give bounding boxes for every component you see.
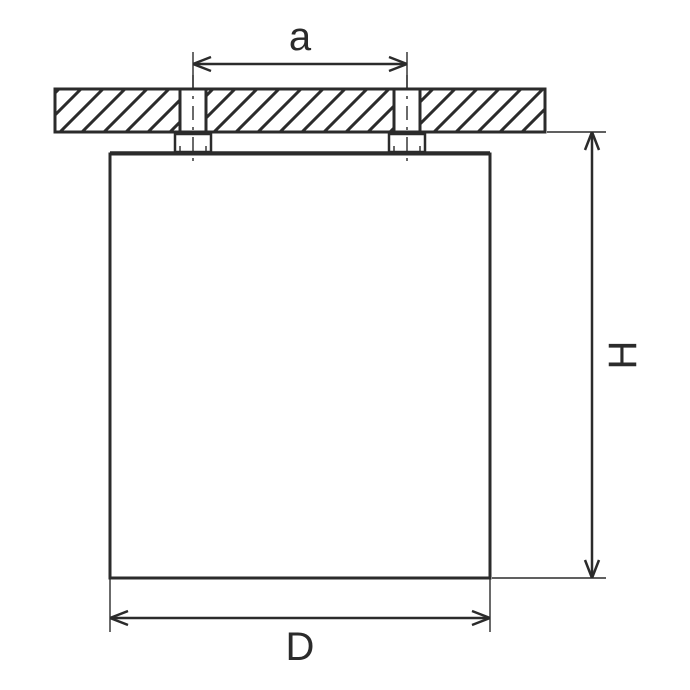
label-a: a <box>289 15 312 59</box>
dimension-drawing: a D H <box>0 0 690 690</box>
label-d: D <box>286 625 315 669</box>
cylinder-body <box>110 154 490 578</box>
label-h: H <box>601 341 645 370</box>
